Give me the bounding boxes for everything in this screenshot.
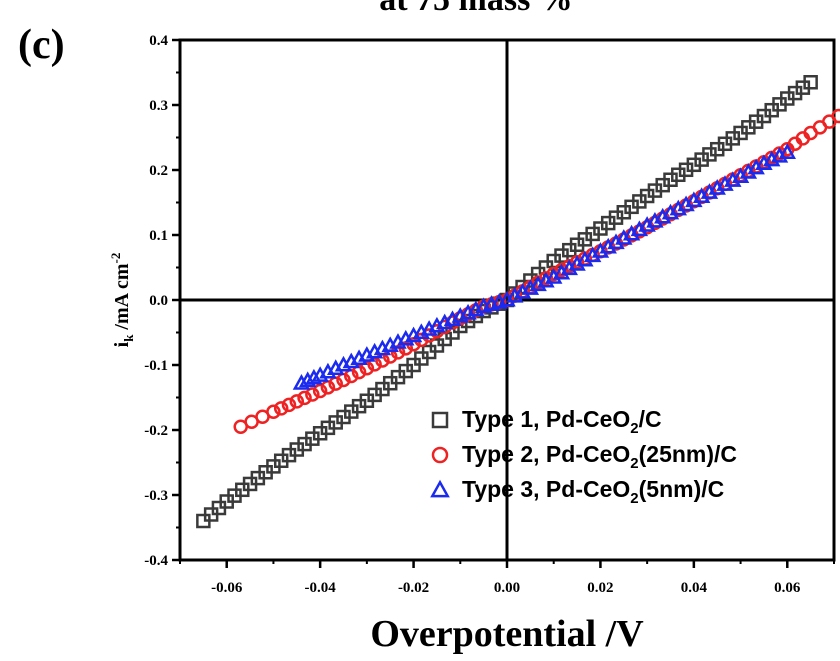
legend-label-main: Type 3, Pd-CeO (462, 476, 630, 502)
legend-label-tail: /C (639, 406, 662, 432)
y-ticks: -0.4 -0.3 -0.2 -0.1 0.0 0.1 0.2 0.3 0.4 (144, 33, 180, 569)
data-point (292, 374, 311, 390)
data-point (312, 383, 328, 399)
legend-label: Type 1, Pd-CeO2/C (462, 406, 662, 437)
y-tick-label: 0.0 (149, 293, 168, 309)
x-tick-label: -0.04 (305, 580, 337, 596)
data-point (266, 404, 281, 420)
legend-label: Type 2, Pd-CeO2(25nm)/C (462, 441, 737, 472)
legend-label-main: Type 1, Pd-CeO (462, 406, 630, 432)
y-tick-label: 0.4 (149, 33, 168, 49)
legend-label-tail: (5nm)/C (639, 476, 725, 502)
legend-label: Type 3, Pd-CeO2(5nm)/C (462, 476, 724, 507)
data-point (298, 371, 317, 388)
legend-marker (431, 411, 449, 429)
series-3 (292, 143, 797, 390)
x-tick-label: 0.02 (587, 580, 613, 596)
panel-label: (c) (18, 22, 65, 68)
x-axis-title: Overpotential /V (370, 613, 644, 655)
y-axis-title-rest: /mA cm (111, 263, 133, 334)
data-series (196, 75, 840, 529)
data-point (273, 401, 289, 416)
data-point (831, 108, 840, 124)
data-point (305, 368, 323, 385)
data-point (281, 397, 297, 413)
legend-marker (431, 446, 449, 464)
series-2 (233, 108, 840, 434)
legend-label-sub: 2 (630, 490, 638, 507)
y-tick-label: -0.3 (144, 488, 168, 504)
legend-label-sub: 2 (630, 420, 638, 437)
x-tick-label: 0.04 (681, 580, 708, 596)
y-tick-label: -0.4 (144, 553, 168, 569)
data-point (305, 387, 320, 402)
x-tick-label: 0.06 (774, 580, 801, 596)
y-axis-title-sup: -2 (108, 253, 123, 264)
legend-label-sub: 2 (630, 455, 638, 472)
data-point (359, 361, 375, 376)
x-ticks: -0.06 -0.04 -0.02 0.00 0.02 0.04 0.06 (179, 560, 835, 596)
y-axis-title-main: i (111, 341, 133, 347)
y-axis-title-sub: k (121, 334, 136, 342)
legend-marker (430, 479, 450, 498)
legend-label-tail: (25nm)/C (639, 441, 737, 467)
y-tick-label: 0.3 (149, 98, 168, 114)
legend-label-main: Type 2, Pd-CeO (462, 441, 630, 467)
x-tick-label: 0.00 (494, 580, 520, 596)
x-tick-label: -0.02 (398, 580, 429, 596)
y-tick-label: 0.1 (149, 228, 168, 244)
x-tick-label: -0.06 (211, 580, 243, 596)
data-point (297, 390, 312, 406)
y-tick-label: -0.2 (144, 423, 168, 439)
y-tick-label: 0.2 (149, 163, 168, 179)
series-1 (196, 75, 818, 529)
top-clipped-text: at 75 mass % (379, 0, 573, 18)
data-point (351, 364, 367, 380)
data-point (803, 75, 818, 90)
data-point (546, 266, 561, 282)
data-point (778, 143, 797, 159)
y-axis-title: ik /mA cm-2 (108, 253, 136, 348)
y-tick-label: -0.1 (144, 358, 168, 374)
data-point (289, 394, 305, 409)
